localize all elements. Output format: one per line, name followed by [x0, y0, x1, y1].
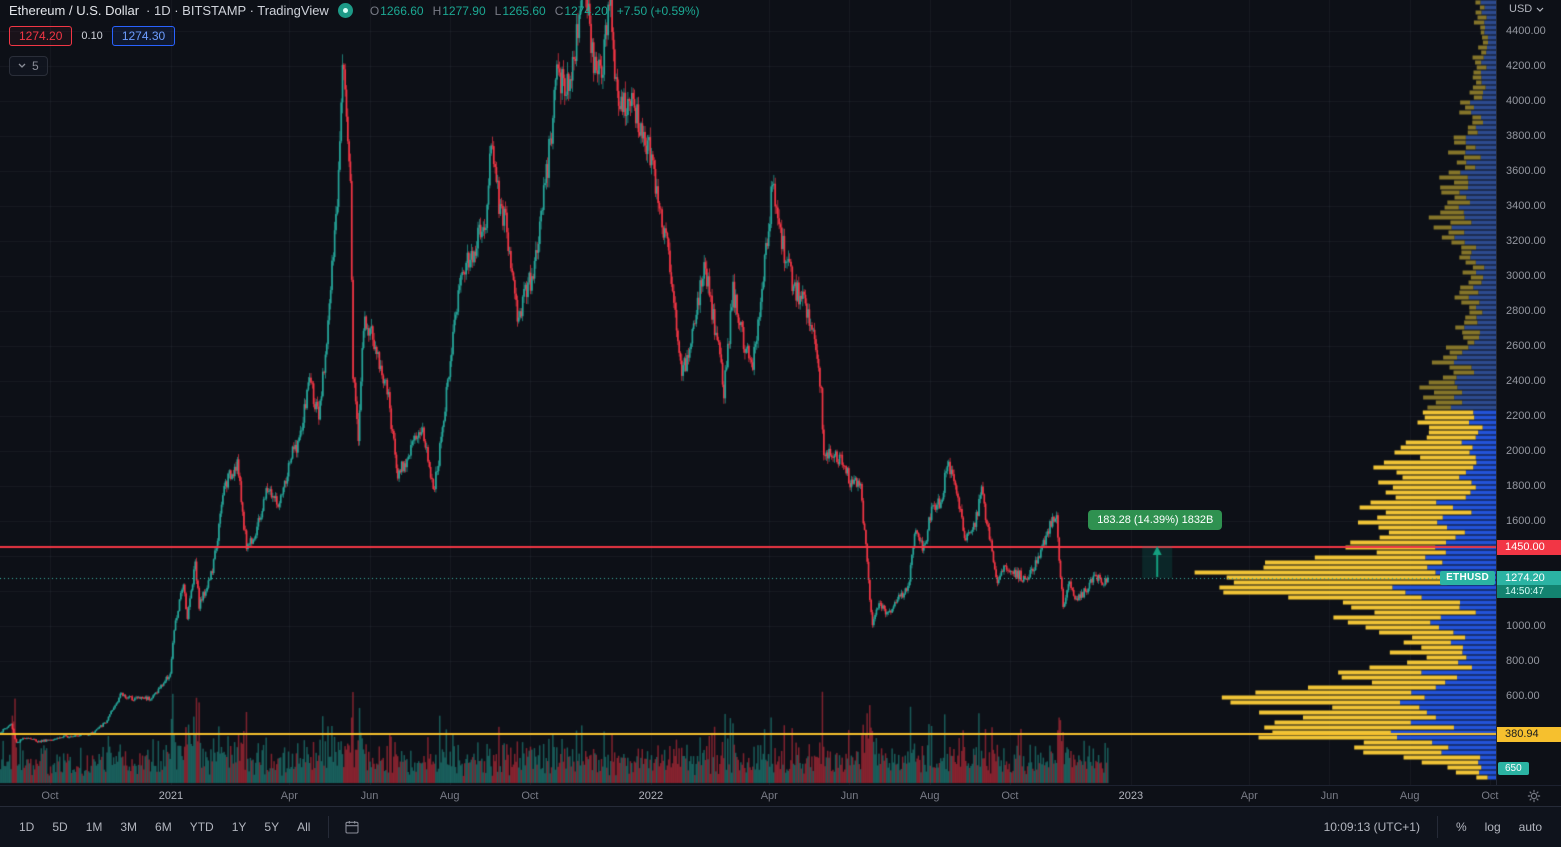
- price-axis-tick: 2600.00: [1506, 340, 1546, 352]
- session-clock[interactable]: 10:09:13 (UTC+1): [1323, 820, 1420, 834]
- buy-price-button[interactable]: 1274.30: [111, 26, 176, 46]
- price-axis-tick: 4200.00: [1506, 60, 1546, 72]
- chart-pane[interactable]: Ethereum / U.S. Dollar · 1D · BITSTAMP ·…: [0, 0, 1496, 785]
- range-button-6m[interactable]: 6M: [146, 815, 181, 839]
- close-label: C: [554, 3, 564, 18]
- price-axis-tick: 2800.00: [1506, 305, 1546, 317]
- time-axis-tick: Aug: [439, 790, 460, 802]
- symbol-price-flag: ETHUSD: [1440, 571, 1495, 585]
- open-value: 1266.60: [380, 3, 424, 18]
- time-axis-tick: Oct: [1001, 790, 1019, 802]
- high-value: 1277.90: [442, 3, 486, 18]
- price-axis-tick: 800.00: [1506, 655, 1540, 667]
- price-axis-tick: 1600.00: [1506, 515, 1546, 527]
- last-price-label: 1274.20: [1497, 571, 1561, 586]
- price-axis-tick: 3600.00: [1506, 165, 1546, 177]
- spread-value: 0.10: [81, 30, 103, 42]
- indicators-count: 5: [32, 58, 39, 73]
- bar-countdown-label: 14:50:47: [1497, 585, 1561, 598]
- range-button-1d[interactable]: 1D: [10, 815, 43, 839]
- range-button-ytd[interactable]: YTD: [181, 815, 223, 839]
- range-button-1y[interactable]: 1Y: [223, 815, 256, 839]
- time-axis-tick: Oct: [521, 790, 539, 802]
- time-axis-tick: Aug: [919, 790, 940, 802]
- auto-scale-button[interactable]: auto: [1510, 815, 1551, 839]
- currency-unit-toggle[interactable]: USD: [1509, 3, 1544, 15]
- support-price-label: 380.94: [1497, 727, 1561, 743]
- settings-gear-icon[interactable]: [1527, 789, 1541, 803]
- ideas-stream-icon[interactable]: [337, 3, 353, 18]
- time-axis-tick: Apr: [280, 790, 298, 802]
- resistance-price-label: 1450.00: [1497, 540, 1561, 556]
- chevron-down-icon: [1536, 7, 1544, 12]
- time-axis-tick: Jun: [840, 790, 859, 802]
- percent-scale-button[interactable]: %: [1447, 815, 1476, 839]
- range-button-all[interactable]: All: [288, 815, 319, 839]
- time-axis-tick: 2021: [158, 790, 184, 802]
- price-axis-tick: 3200.00: [1506, 235, 1546, 247]
- sell-price-button[interactable]: 1274.20: [9, 26, 73, 46]
- time-axis-tick: Jun: [1320, 790, 1339, 802]
- low-value: 1265.60: [502, 3, 546, 18]
- high-label: H: [432, 3, 442, 18]
- price-axis-tick: 3800.00: [1506, 130, 1546, 142]
- chevron-down-icon: [18, 63, 26, 68]
- range-button-3m[interactable]: 3M: [111, 815, 146, 839]
- close-value: 1274.20: [564, 3, 608, 18]
- price-axis-tick: 3400.00: [1506, 200, 1546, 212]
- time-axis-tick: Oct: [1481, 790, 1499, 802]
- time-axis-tick: 2023: [1118, 790, 1144, 802]
- time-axis-tick: Oct: [41, 790, 59, 802]
- change-value: +7.50 (+0.59%): [616, 3, 700, 18]
- chart-legend: Ethereum / U.S. Dollar · 1D · BITSTAMP ·…: [9, 3, 700, 76]
- ohlc-values: O 1266.60 H 1277.90 L 1265.60 C 1274.20 +7.5…: [370, 4, 700, 18]
- go-to-date-icon[interactable]: [338, 815, 366, 839]
- price-axis-tick: 3000.00: [1506, 270, 1546, 282]
- price-chart-canvas[interactable]: [0, 0, 1496, 785]
- price-axis-tick: 1000.00: [1506, 620, 1546, 632]
- bottom-toolbar: 1D 5D 1M 3M 6M YTD 1Y 5Y All 10:09:13 (UTC+1) % …: [0, 806, 1561, 847]
- low-label: L: [494, 3, 502, 18]
- time-axis-tick: 2022: [638, 790, 664, 802]
- range-button-1m[interactable]: 1M: [77, 815, 112, 839]
- currency-label: USD: [1509, 3, 1533, 15]
- symbol-meta[interactable]: · 1D · BITSTAMP · TradingView: [146, 3, 329, 18]
- price-axis-tick: 2400.00: [1506, 375, 1546, 387]
- indicator-value-label: 650: [1498, 762, 1529, 775]
- time-axis-tick: Apr: [760, 790, 778, 802]
- symbol-title[interactable]: Ethereum / U.S. Dollar: [9, 3, 140, 18]
- time-axis-tick: Jun: [360, 790, 379, 802]
- price-axis-tick: 1800.00: [1506, 480, 1546, 492]
- indicators-collapse-button[interactable]: 5: [9, 55, 48, 76]
- time-axis-tick: Aug: [1399, 790, 1420, 802]
- price-axis[interactable]: USD 4400.00 4200.00 4000.00 3800.00 3600.00 3…: [1496, 0, 1561, 785]
- time-axis-tick: Apr: [1240, 790, 1258, 802]
- toolbar-divider: [1436, 816, 1438, 838]
- price-axis-tick: 4400.00: [1506, 25, 1546, 37]
- price-axis-tick: 2000.00: [1506, 445, 1546, 457]
- price-axis-tick: 2200.00: [1506, 410, 1546, 422]
- price-axis-tick: 600.00: [1506, 690, 1540, 702]
- log-scale-button[interactable]: log: [1476, 815, 1510, 839]
- time-axis[interactable]: Oct 2021 Apr Jun Aug Oct 2022 Apr Jun Aug Oct 2023 A…: [0, 785, 1561, 806]
- measure-tool-label[interactable]: 183.28 (14.39%) 1832B: [1088, 509, 1223, 530]
- price-axis-tick: 4000.00: [1506, 95, 1546, 107]
- range-button-5y[interactable]: 5Y: [255, 815, 288, 839]
- toolbar-divider: [328, 816, 330, 838]
- open-label: O: [369, 3, 380, 18]
- range-button-5d[interactable]: 5D: [43, 815, 76, 839]
